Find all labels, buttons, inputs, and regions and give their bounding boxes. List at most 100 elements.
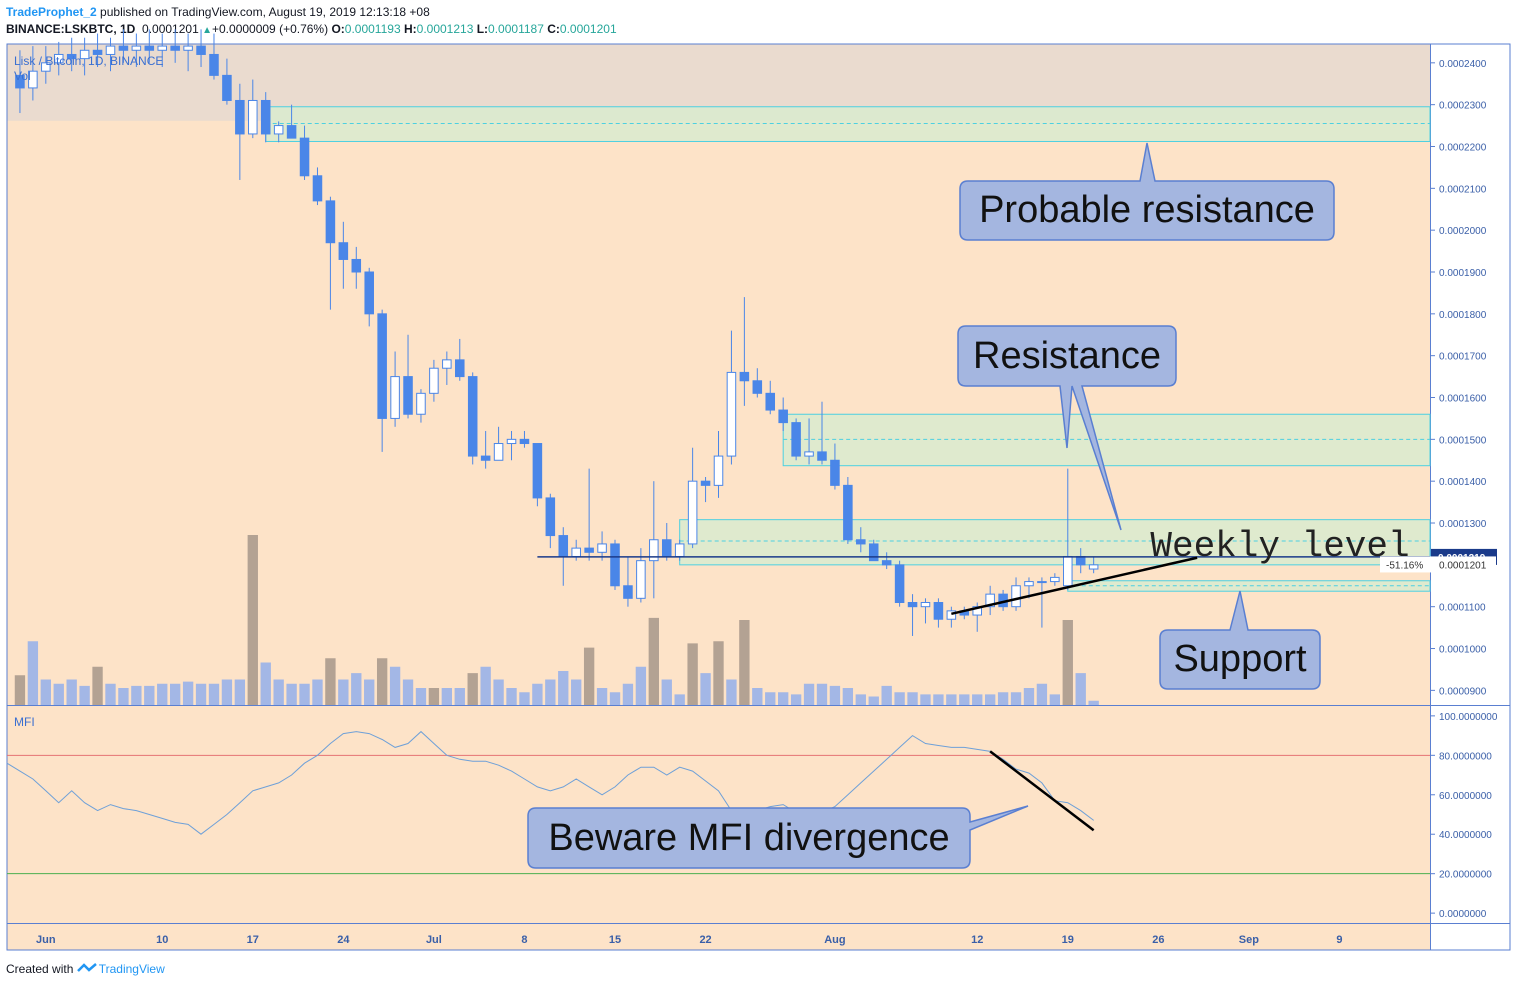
candle-body[interactable]	[390, 376, 400, 419]
candle-body[interactable]	[79, 49, 90, 60]
candle-body[interactable]	[597, 543, 607, 553]
candle-body[interactable]	[687, 480, 698, 545]
chart-frame	[6, 43, 1511, 951]
price-tick-label: 0.0000900	[1439, 686, 1487, 697]
volume-bar	[118, 688, 129, 705]
candle-body[interactable]	[636, 560, 646, 599]
candle-body[interactable]	[455, 359, 465, 378]
candle-body[interactable]	[532, 443, 543, 499]
candle-body[interactable]	[519, 438, 530, 445]
candle-body[interactable]	[739, 371, 750, 382]
candle-body[interactable]	[1050, 576, 1060, 583]
candle-body[interactable]	[907, 602, 918, 608]
candle-body[interactable]	[41, 62, 51, 72]
candle-body[interactable]	[364, 271, 374, 315]
candle-body[interactable]	[933, 602, 944, 620]
candle-body[interactable]	[726, 371, 737, 457]
candle-body[interactable]	[286, 125, 297, 139]
candle-body[interactable]	[66, 53, 77, 60]
candle-body[interactable]	[649, 539, 659, 562]
up-arrow-icon: ▲	[202, 25, 212, 36]
candle-body[interactable]	[946, 610, 957, 620]
price-change: +0.0000009 (+0.76%)	[212, 22, 329, 36]
candle-body[interactable]	[881, 560, 892, 566]
candle-body[interactable]	[170, 45, 180, 51]
candle-body[interactable]	[843, 484, 853, 541]
candle-body[interactable]	[131, 45, 142, 51]
candle-body[interactable]	[700, 480, 711, 486]
candle-body[interactable]	[558, 535, 569, 557]
volume-bar	[376, 658, 388, 705]
candle-body[interactable]	[817, 451, 827, 461]
candle-body[interactable]	[403, 376, 413, 415]
price-pane-background	[7, 44, 1430, 705]
footer: Created with TradingView	[6, 962, 165, 976]
footer-brand[interactable]: TradingView	[98, 962, 165, 976]
volume-bar	[881, 685, 892, 705]
candle-body[interactable]	[856, 539, 866, 545]
candle-body[interactable]	[222, 74, 232, 101]
candle-body[interactable]	[118, 45, 129, 51]
time-tick-label: Aug	[824, 934, 845, 946]
volume-bar	[816, 683, 828, 705]
candle-body[interactable]	[325, 200, 336, 244]
price-tick-label: 0.0001000	[1439, 645, 1487, 656]
candle-body[interactable]	[765, 392, 776, 411]
candle-body[interactable]	[584, 547, 594, 553]
volume-bar	[765, 692, 776, 705]
candle-body[interactable]	[28, 70, 38, 89]
volume-bar	[933, 694, 944, 705]
candle-body[interactable]	[53, 53, 64, 64]
candle-body[interactable]	[920, 602, 931, 608]
candle-body[interactable]	[1075, 555, 1086, 566]
candle-body[interactable]	[260, 99, 271, 135]
volume-bar	[894, 692, 905, 705]
candle-body[interactable]	[1011, 585, 1021, 608]
candle-body[interactable]	[894, 564, 905, 604]
candle-body[interactable]	[1063, 555, 1073, 587]
candle-body[interactable]	[623, 585, 633, 599]
candle-body[interactable]	[416, 392, 426, 415]
candle-body[interactable]	[467, 376, 478, 457]
candle-body[interactable]	[105, 45, 116, 55]
candle-body[interactable]	[312, 175, 323, 202]
candle-body[interactable]	[196, 45, 206, 55]
candle-body[interactable]	[15, 74, 25, 89]
candle-body[interactable]	[545, 497, 556, 537]
candle-body[interactable]	[985, 593, 995, 608]
candle-body[interactable]	[299, 137, 310, 177]
candle-body[interactable]	[610, 543, 620, 587]
candle-body[interactable]	[804, 451, 814, 457]
candle-body[interactable]	[480, 455, 491, 461]
candle-body[interactable]	[713, 455, 724, 486]
candle-body[interactable]	[442, 359, 452, 369]
price-chart[interactable]: 100.000000080.000000060.000000040.000000…	[0, 0, 1517, 960]
candle-body[interactable]	[791, 422, 801, 457]
candle-body[interactable]	[351, 258, 362, 273]
candle-body[interactable]	[273, 125, 284, 135]
candle-body[interactable]	[674, 543, 685, 557]
candle-body[interactable]	[830, 459, 840, 486]
candle-body[interactable]	[868, 543, 879, 562]
resistance-zone	[782, 413, 1431, 467]
candle-body[interactable]	[506, 438, 517, 445]
candle-body[interactable]	[778, 409, 788, 424]
candle-body[interactable]	[157, 45, 168, 51]
candle-body[interactable]	[248, 99, 258, 135]
candle-body[interactable]	[92, 49, 103, 55]
candle-body[interactable]	[661, 539, 672, 557]
candle-body[interactable]	[1088, 564, 1099, 570]
author-name[interactable]: TradeProphet_2	[6, 5, 97, 19]
candle-body[interactable]	[338, 242, 349, 260]
candle-body[interactable]	[752, 380, 763, 394]
candle-body[interactable]	[183, 45, 193, 51]
candle-body[interactable]	[377, 313, 387, 419]
candle-body[interactable]	[493, 443, 504, 461]
candle-body[interactable]	[235, 99, 245, 135]
candle-body[interactable]	[144, 45, 155, 51]
candle-body[interactable]	[429, 367, 439, 394]
candle-body[interactable]	[209, 53, 219, 76]
candle-body[interactable]	[1024, 581, 1034, 587]
candle-body[interactable]	[1037, 581, 1047, 584]
candle-body[interactable]	[571, 547, 581, 557]
